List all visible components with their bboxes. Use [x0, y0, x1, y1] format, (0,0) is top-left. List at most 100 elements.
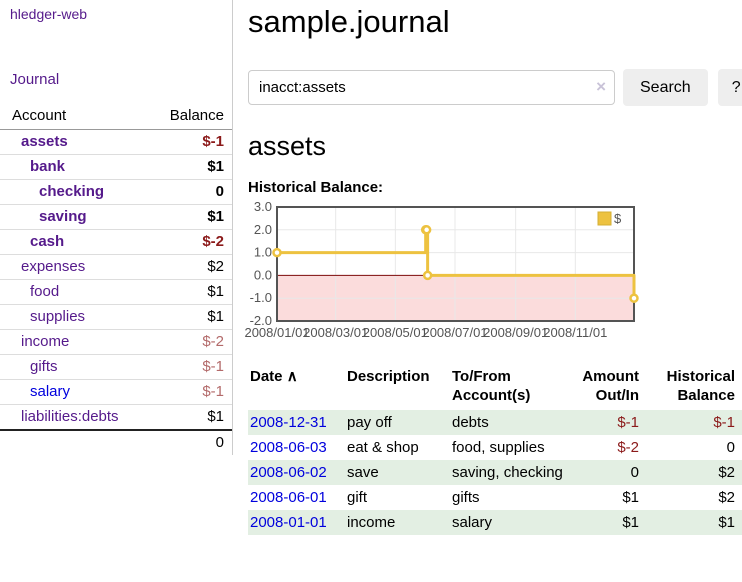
transaction-date-cell: 2008-12-31 [248, 410, 345, 435]
account-row: saving $1 [0, 204, 232, 230]
column-header-balance: Historical Balance [666, 368, 735, 404]
column-header-amount: Amount Out/In [582, 368, 639, 404]
sidebar-item-journal[interactable]: Journal [10, 71, 60, 88]
search-form: × Search ? [248, 69, 742, 106]
transaction-amount: $-1 [617, 414, 639, 431]
transaction-date-link[interactable]: 2008-06-02 [250, 464, 327, 481]
transaction-date-link[interactable]: 2008-01-01 [250, 514, 327, 531]
account-balance: $1 [152, 279, 232, 305]
balance-chart-container: 3.0 2.0 1.0 0.0 -1.0 -2.0 2008/01/01 2008/03/01… [244, 199, 742, 346]
transaction-accounts: debts [452, 414, 489, 431]
account-balance: $1 [152, 204, 232, 230]
transaction-balance: $-1 [713, 414, 735, 431]
transaction-date-link[interactable]: 2008-12-31 [250, 414, 327, 431]
register-tbody: 2008-12-31 pay off debts $-1 $-1 2008-06-03 ea… [248, 410, 742, 535]
main-content: sample.journal × Search ? assets Histori… [233, 0, 742, 535]
transaction-amount: $-2 [617, 439, 639, 456]
account-balance: $-2 [152, 329, 232, 355]
account-row: salary $-1 [0, 379, 232, 405]
account-link[interactable]: salary [30, 383, 71, 400]
transaction-accounts: gifts [452, 489, 480, 506]
transaction-date-link[interactable]: 2008-06-03 [250, 439, 327, 456]
account-link[interactable]: cash [30, 233, 65, 250]
accounts-total-row: 0 [0, 429, 232, 455]
account-row: income $-2 [0, 329, 232, 355]
account-link[interactable]: saving [39, 208, 87, 225]
account-balance: 0 [152, 179, 232, 205]
accounts-table: Account Balance assets $-1 bank $1 checking 0… [0, 104, 232, 455]
account-link[interactable]: checking [39, 183, 105, 200]
transaction-date-cell: 2008-06-03 [248, 435, 345, 460]
sort-ascending-icon: ∧ [286, 368, 298, 385]
account-row: expenses $2 [0, 254, 232, 280]
account-balance: $1 [152, 304, 232, 330]
search-input[interactable] [248, 70, 615, 105]
transaction-date-cell: 2008-06-01 [248, 485, 345, 510]
account-balance: $1 [152, 154, 232, 180]
account-row: assets $-1 [0, 129, 232, 155]
sidebar: hledger-web Journal Account Balance asse… [0, 0, 233, 455]
transaction-date-cell: 2008-01-01 [248, 510, 345, 535]
account-row: supplies $1 [0, 304, 232, 330]
svg-text:2008/03/01: 2008/03/01 [303, 325, 368, 340]
svg-text:2008/01/01: 2008/01/01 [244, 325, 309, 340]
help-button[interactable]: ? [717, 69, 742, 106]
transaction-description: save [347, 464, 379, 481]
svg-text:2.0: 2.0 [254, 222, 272, 237]
account-row: liabilities:debts $1 [0, 404, 232, 431]
search-button[interactable]: Search [623, 69, 708, 106]
transaction-balance: $1 [718, 514, 735, 531]
account-row: cash $-2 [0, 229, 232, 255]
accounts-total-value: 0 [152, 429, 232, 455]
svg-text:-2.0: -2.0 [250, 313, 272, 328]
column-header-accounts: To/From Account(s) [452, 368, 531, 404]
legend-label: $ [614, 211, 622, 226]
accounts-header-balance: Balance [152, 104, 232, 130]
register-header-row: Date ∧ Description To/From Account(s) Am… [248, 367, 742, 410]
account-balance: $-1 [152, 354, 232, 380]
account-balance: $1 [152, 404, 232, 431]
column-header-description: Description [347, 368, 430, 385]
transaction-amount: $1 [622, 489, 639, 506]
svg-text:-1.0: -1.0 [250, 290, 272, 305]
app-home-link[interactable]: hledger-web [10, 6, 88, 22]
account-row: food $1 [0, 279, 232, 305]
account-balance: $-1 [152, 379, 232, 405]
account-link[interactable]: bank [30, 158, 66, 175]
transaction-description: gift [347, 489, 368, 506]
balance-chart: 3.0 2.0 1.0 0.0 -1.0 -2.02008/01/012008/03/01… [244, 199, 639, 340]
page-title: sample.journal [248, 4, 450, 39]
account-link[interactable]: assets [21, 133, 68, 150]
account-row: bank $1 [0, 154, 232, 180]
transaction-balance: 0 [726, 439, 735, 456]
transaction-accounts: saving, checking [452, 464, 563, 481]
account-link[interactable]: expenses [21, 258, 86, 275]
transaction-balance: $2 [718, 464, 735, 481]
transaction-amount: $1 [622, 514, 639, 531]
clear-search-icon[interactable]: × [596, 77, 606, 96]
transaction-description: eat & shop [347, 439, 419, 456]
transaction-row: 2008-06-01 gift gifts $1 $2 [248, 485, 742, 510]
column-header-date[interactable]: Date ∧ [250, 368, 298, 385]
transaction-row: 2008-06-03 eat & shop food, supplies $-2 0 [248, 435, 742, 460]
account-balance: $-1 [152, 129, 232, 155]
svg-text:1.0: 1.0 [254, 245, 272, 260]
account-row: checking 0 [0, 179, 232, 205]
transaction-amount: 0 [630, 464, 639, 481]
svg-text:2008/07/01: 2008/07/01 [422, 325, 487, 340]
svg-text:0.0: 0.0 [254, 267, 272, 282]
account-link[interactable]: liabilities:debts [21, 408, 119, 425]
transaction-date-link[interactable]: 2008-06-01 [250, 489, 327, 506]
transaction-description: income [347, 514, 396, 531]
account-link[interactable]: supplies [30, 308, 86, 325]
account-link[interactable]: food [30, 283, 60, 300]
transaction-accounts: food, supplies [452, 439, 545, 456]
transaction-accounts: salary [452, 514, 493, 531]
accounts-header-account: Account [0, 104, 153, 130]
transaction-row: 2008-12-31 pay off debts $-1 $-1 [248, 410, 742, 435]
transaction-date-cell: 2008-06-02 [248, 460, 345, 485]
transaction-description: pay off [347, 414, 392, 431]
account-link[interactable]: gifts [30, 358, 58, 375]
account-link[interactable]: income [21, 333, 70, 350]
legend-swatch [597, 211, 612, 226]
